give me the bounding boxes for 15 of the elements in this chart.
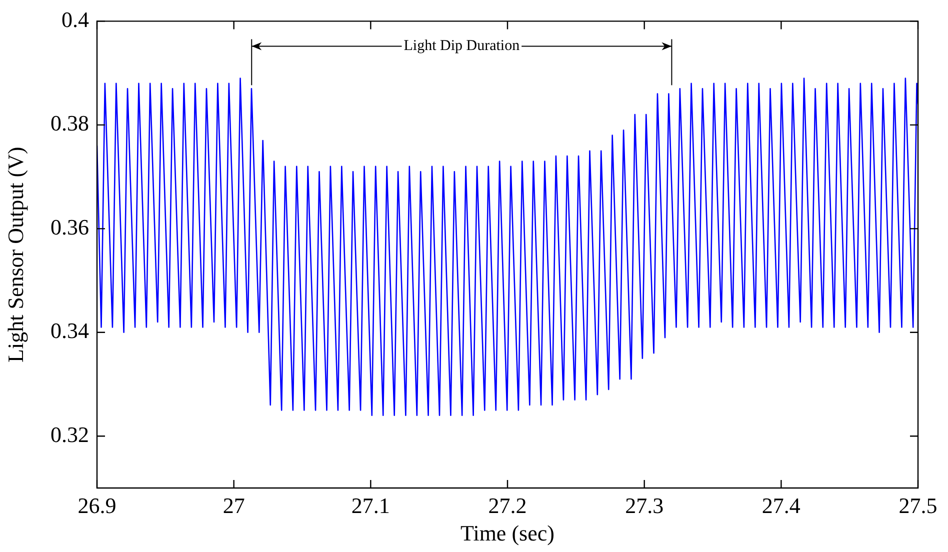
annotation: Light Dip Duration [404,38,520,54]
x-tick-label: 27 [222,492,245,518]
x-axis-title: Time (sec) [460,520,554,546]
y-axis-title: Light Sensor Output (V) [2,146,28,362]
y-tick-label: 0.38 [50,110,89,136]
x-tick-label: 26.9 [78,492,116,518]
y-tick-label: 0.36 [50,214,89,240]
y-tick-label: 0.4 [62,6,89,32]
x-tick-label: 27.1 [351,492,390,518]
x-tick-label: 27.2 [488,492,527,518]
x-tick-label: 27.4 [762,492,800,518]
y-tick-label: 0.34 [50,318,89,344]
x-tick-label: 27.3 [625,492,664,518]
x-tick-label: 27.5 [898,492,938,518]
y-tick-label: 0.32 [50,422,89,447]
